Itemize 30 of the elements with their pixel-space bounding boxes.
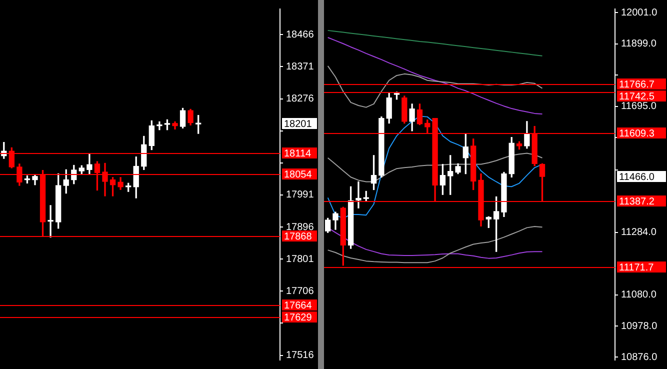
y-tick-label: 18371 bbox=[286, 61, 314, 72]
y-tick-label: 10978.0 bbox=[621, 320, 658, 332]
y-tick-label: 11695.0 bbox=[621, 101, 657, 112]
y-tick-label: 17991 bbox=[286, 190, 314, 201]
y-tick-label: 17516 bbox=[286, 350, 314, 362]
ref-line-label: 17629 bbox=[284, 312, 312, 324]
candlestick bbox=[356, 181, 362, 208]
y-tick-label: 11080.0 bbox=[621, 290, 657, 301]
y-tick-label: 11284.0 bbox=[621, 227, 657, 238]
candlestick bbox=[156, 121, 162, 130]
y-tick-label: 11899.0 bbox=[621, 38, 657, 50]
y-tick-label: 18276 bbox=[286, 94, 314, 105]
text: 18201 bbox=[284, 118, 312, 130]
ref-line-label: 18054 bbox=[284, 169, 312, 180]
y-tick-label: 17801 bbox=[286, 254, 314, 265]
candlestick bbox=[48, 205, 54, 238]
ref-line-label: 11171.7 bbox=[619, 262, 654, 274]
ref-line-label: 11742.5 bbox=[619, 91, 655, 102]
y-tick-label: 17896 bbox=[286, 222, 314, 233]
ref-line-label: 11609.3 bbox=[619, 128, 655, 140]
text: 11466.0 bbox=[619, 172, 655, 183]
ref-line-label: 18114 bbox=[284, 148, 312, 160]
y-tick-label: 17706 bbox=[286, 286, 314, 297]
ref-line-label: 17664 bbox=[284, 300, 312, 312]
y-tick-label: 10876.0 bbox=[621, 352, 658, 363]
y-tick-label: 18466 bbox=[286, 29, 314, 40]
ref-line-label: 11766.7 bbox=[619, 79, 655, 90]
ref-line-label: 11387.2 bbox=[619, 196, 655, 208]
y-tick-label: 12001.0 bbox=[621, 7, 658, 18]
ref-line-label: 17868 bbox=[284, 231, 312, 242]
